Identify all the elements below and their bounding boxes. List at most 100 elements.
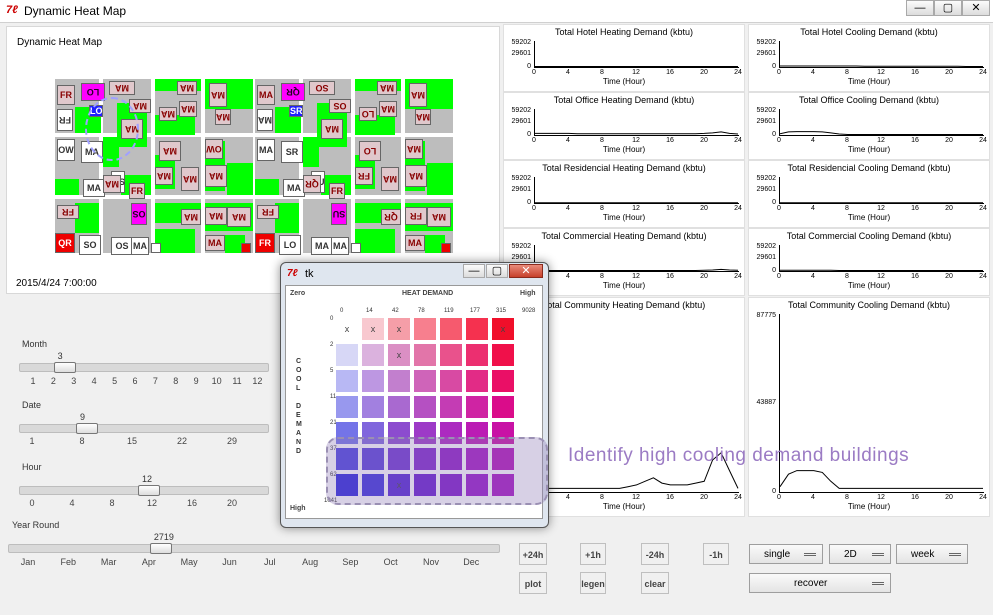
legend-color-cell[interactable] bbox=[388, 370, 410, 392]
building[interactable]: MA bbox=[159, 141, 181, 161]
legend-color-cell[interactable] bbox=[466, 344, 488, 366]
building[interactable]: FR bbox=[355, 167, 373, 185]
legend-color-cell[interactable] bbox=[414, 318, 436, 340]
building[interactable]: MA bbox=[155, 167, 173, 185]
building[interactable]: MA bbox=[83, 179, 105, 197]
building[interactable]: MA bbox=[415, 109, 431, 125]
single-dropdown[interactable]: single bbox=[749, 544, 823, 564]
building[interactable]: MA bbox=[379, 101, 397, 117]
legend-color-cell[interactable] bbox=[388, 396, 410, 418]
building[interactable]: MA bbox=[311, 237, 333, 255]
legend-color-cell[interactable] bbox=[466, 370, 488, 392]
popup-close-button[interactable]: ✕ bbox=[509, 264, 543, 278]
legend-color-cell[interactable] bbox=[492, 474, 514, 496]
legend-color-cell[interactable] bbox=[414, 396, 436, 418]
legend-color-cell[interactable] bbox=[414, 370, 436, 392]
legend-popup-window[interactable]: 7ℓ tk — ▢ ✕ Zero HEAT DEMAND High High 0… bbox=[280, 262, 549, 528]
building[interactable]: LO bbox=[359, 107, 377, 121]
building[interactable]: OW bbox=[57, 139, 75, 161]
building[interactable]: MA bbox=[131, 237, 149, 255]
building[interactable]: MA bbox=[405, 235, 425, 251]
legend-color-cell[interactable] bbox=[466, 448, 488, 470]
legend-color-cell[interactable] bbox=[362, 370, 384, 392]
building[interactable]: MA bbox=[159, 107, 177, 121]
building[interactable]: OW bbox=[205, 139, 223, 159]
building[interactable]: QR bbox=[55, 233, 75, 253]
legend-color-cell[interactable]: x bbox=[362, 318, 384, 340]
building[interactable]: MA bbox=[331, 237, 349, 255]
date-slider-track[interactable] bbox=[19, 424, 269, 433]
hour-slider-thumb[interactable] bbox=[137, 485, 160, 496]
popup-minimize-button[interactable]: — bbox=[463, 264, 485, 278]
building[interactable]: SR bbox=[289, 105, 303, 117]
period-dropdown[interactable]: week bbox=[896, 544, 968, 564]
legend-color-cell[interactable] bbox=[440, 318, 462, 340]
year-slider-track[interactable] bbox=[8, 544, 500, 553]
building[interactable]: MA bbox=[177, 81, 197, 95]
building[interactable]: MA bbox=[205, 207, 227, 225]
date-slider-thumb[interactable] bbox=[75, 423, 98, 434]
building[interactable]: MA bbox=[257, 109, 273, 131]
building[interactable]: MA bbox=[181, 209, 201, 225]
building[interactable]: MA bbox=[215, 109, 231, 125]
year-slider-thumb[interactable] bbox=[149, 543, 172, 554]
building-small[interactable] bbox=[241, 243, 251, 253]
building[interactable]: FR bbox=[405, 207, 427, 225]
building[interactable]: MA bbox=[205, 165, 227, 187]
building[interactable]: FR bbox=[129, 183, 145, 199]
legend-color-cell[interactable] bbox=[440, 344, 462, 366]
legend-color-cell[interactable] bbox=[336, 370, 358, 392]
legend-color-cell[interactable] bbox=[492, 344, 514, 366]
legend-color-cell[interactable] bbox=[336, 344, 358, 366]
building[interactable]: FR bbox=[57, 109, 73, 131]
building[interactable]: FR bbox=[57, 85, 75, 105]
legend-color-cell[interactable] bbox=[492, 396, 514, 418]
recover-dropdown[interactable]: recover bbox=[749, 573, 891, 593]
building[interactable]: QR bbox=[281, 83, 305, 101]
plot-button[interactable]: plot bbox=[519, 572, 547, 594]
legend-color-cell[interactable]: x bbox=[388, 344, 410, 366]
legend-color-cell[interactable] bbox=[492, 448, 514, 470]
building[interactable]: MA bbox=[405, 165, 427, 187]
legend-color-cell[interactable] bbox=[440, 474, 462, 496]
minus-1h-button[interactable]: -1h bbox=[703, 543, 729, 565]
dimension-dropdown[interactable]: 2D bbox=[829, 544, 891, 564]
building[interactable]: MA bbox=[181, 167, 199, 191]
building[interactable]: SO bbox=[309, 81, 335, 95]
legend-color-cell[interactable] bbox=[414, 344, 436, 366]
legend-color-cell[interactable] bbox=[362, 474, 384, 496]
legend-color-cell[interactable] bbox=[362, 396, 384, 418]
building-small[interactable] bbox=[441, 243, 451, 253]
legend-color-cell[interactable] bbox=[362, 448, 384, 470]
building[interactable]: MA bbox=[257, 139, 275, 161]
minimize-button[interactable]: — bbox=[906, 0, 934, 16]
legend-color-cell[interactable]: x bbox=[492, 318, 514, 340]
building[interactable]: MA bbox=[283, 179, 305, 197]
building[interactable]: MA bbox=[405, 139, 423, 159]
plus-24h-button[interactable]: +24h bbox=[519, 543, 547, 565]
legend-color-cell[interactable] bbox=[414, 448, 436, 470]
legend-color-cell[interactable]: x bbox=[388, 474, 410, 496]
building-small[interactable] bbox=[151, 243, 161, 253]
legend-color-cell[interactable] bbox=[492, 370, 514, 392]
month-slider-track[interactable] bbox=[19, 363, 269, 372]
legend-color-cell[interactable] bbox=[466, 474, 488, 496]
building[interactable]: SO bbox=[79, 235, 101, 255]
maximize-button[interactable]: ▢ bbox=[934, 0, 962, 16]
legend-color-cell[interactable] bbox=[336, 474, 358, 496]
building[interactable]: MA bbox=[103, 175, 121, 193]
building[interactable]: MA bbox=[109, 81, 135, 95]
building[interactable]: FR bbox=[257, 205, 279, 219]
legend-color-cell[interactable] bbox=[440, 370, 462, 392]
building[interactable]: MA bbox=[381, 167, 399, 191]
building[interactable]: FR bbox=[329, 183, 345, 199]
month-slider-thumb[interactable] bbox=[53, 362, 76, 373]
building[interactable]: MA bbox=[205, 235, 225, 251]
building[interactable]: OS bbox=[111, 237, 133, 255]
building[interactable]: FR bbox=[255, 233, 275, 253]
building[interactable]: OS bbox=[131, 203, 147, 225]
legend-color-cell[interactable] bbox=[336, 448, 358, 470]
legend-color-cell[interactable] bbox=[414, 474, 436, 496]
building[interactable]: MA bbox=[227, 207, 251, 227]
building[interactable]: MA bbox=[427, 207, 451, 227]
